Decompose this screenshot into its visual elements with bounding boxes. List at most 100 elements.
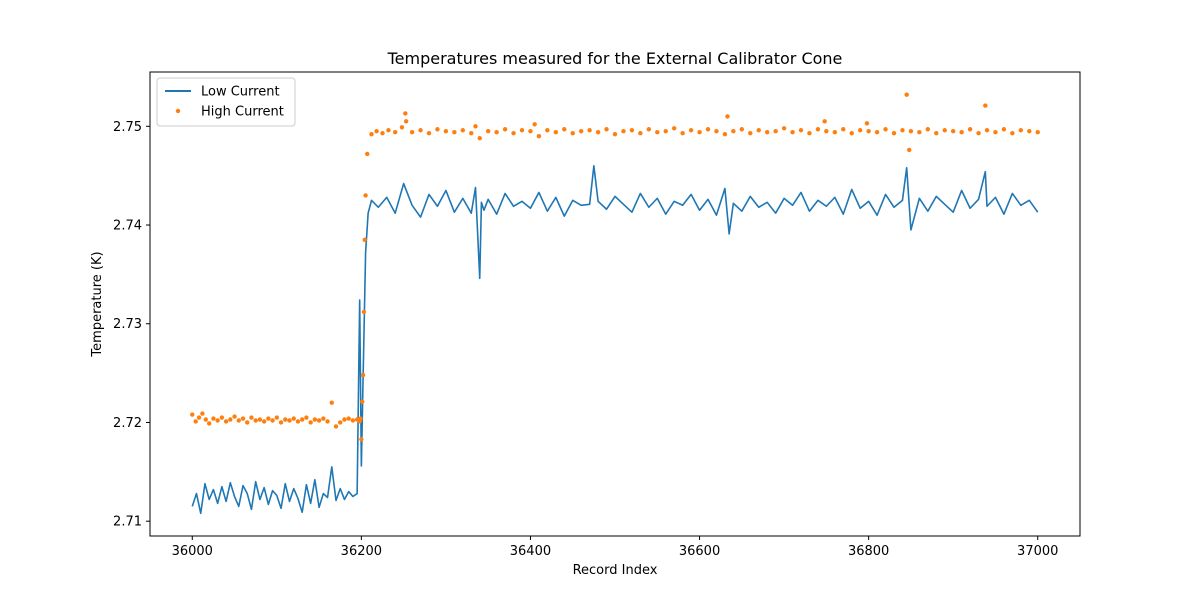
data-point	[321, 416, 326, 421]
y-tick-label: 2.73	[113, 317, 142, 332]
data-point	[270, 418, 275, 423]
data-point	[278, 420, 284, 425]
data-point	[374, 129, 379, 134]
data-point	[578, 129, 584, 134]
data-point	[883, 127, 888, 132]
data-point	[1018, 128, 1024, 133]
data-point	[485, 129, 491, 134]
data-point	[418, 128, 423, 133]
data-point	[477, 135, 482, 141]
data-point	[358, 416, 363, 421]
data-point	[409, 130, 415, 135]
x-axis: 36000 36200 36400 36600 36800 37000	[172, 536, 1058, 559]
data-point	[731, 129, 736, 134]
data-point	[1035, 130, 1040, 135]
data-point	[646, 127, 652, 132]
legend-box	[156, 77, 296, 127]
plot-frame	[149, 71, 1081, 537]
data-point	[528, 129, 533, 134]
data-point	[553, 130, 559, 135]
data-point	[460, 128, 466, 133]
data-point	[959, 130, 964, 135]
data-point	[206, 421, 212, 426]
data-point	[864, 121, 870, 126]
data-point	[452, 130, 457, 135]
data-point	[908, 129, 914, 134]
data-point	[907, 147, 912, 153]
data-point	[240, 416, 246, 421]
data-point	[671, 126, 677, 131]
data-point	[595, 130, 601, 135]
data-point	[1010, 131, 1015, 136]
data-point	[725, 114, 730, 119]
data-point	[403, 119, 409, 124]
data-point	[193, 419, 198, 424]
data-point	[781, 126, 787, 131]
data-point	[350, 418, 356, 423]
data-point	[519, 128, 525, 133]
data-point	[807, 131, 812, 136]
data-point	[473, 124, 478, 129]
data-point	[967, 127, 973, 132]
x-tick-label: 36400	[510, 544, 551, 559]
x-tick-label: 36800	[848, 544, 889, 559]
data-point	[942, 128, 947, 133]
legend: Low Current High Current	[156, 77, 296, 127]
series-line-low-current	[191, 164, 1039, 515]
data-point	[925, 127, 931, 132]
data-point	[211, 416, 216, 421]
data-point	[612, 132, 618, 137]
x-tick-label: 36000	[172, 544, 213, 559]
data-point	[245, 420, 250, 425]
data-point	[655, 130, 660, 135]
data-point	[346, 416, 351, 421]
data-point	[361, 309, 367, 315]
data-point	[257, 417, 263, 422]
data-point	[900, 128, 905, 133]
data-point	[287, 418, 292, 423]
data-point	[362, 237, 367, 243]
data-point	[266, 416, 271, 421]
data-point	[392, 130, 398, 135]
data-point	[621, 129, 626, 134]
data-point	[822, 119, 827, 124]
chart-title: Temperatures measured for the External C…	[387, 49, 843, 68]
series-points-high-current	[190, 92, 1040, 442]
data-point	[697, 130, 702, 135]
data-point	[756, 128, 761, 133]
data-point	[435, 127, 440, 132]
data-point	[502, 127, 508, 132]
data-point	[904, 92, 909, 97]
data-point	[545, 128, 550, 133]
data-point	[228, 417, 233, 422]
data-point	[469, 131, 474, 136]
data-point	[934, 131, 939, 136]
data-point	[993, 130, 998, 135]
data-point	[798, 128, 804, 133]
x-tick-label: 37000	[1017, 544, 1058, 559]
data-point	[976, 131, 981, 136]
data-point	[312, 417, 318, 422]
data-point	[680, 131, 685, 136]
data-point	[403, 111, 408, 116]
data-point	[1027, 129, 1032, 134]
data-point	[1001, 127, 1007, 132]
y-axis-label: Temperature (K)	[90, 251, 105, 357]
x-tick-label: 36200	[341, 544, 382, 559]
data-point	[329, 400, 334, 405]
data-point	[629, 128, 635, 133]
data-point	[688, 128, 694, 133]
data-point	[984, 128, 990, 133]
data-point	[360, 372, 366, 378]
y-tick-label: 2.75	[113, 120, 142, 135]
data-point	[369, 132, 374, 137]
data-point	[232, 414, 237, 419]
data-point	[494, 130, 499, 135]
data-point	[426, 131, 432, 136]
data-point	[304, 415, 309, 420]
data-point	[983, 103, 988, 108]
data-point	[950, 129, 956, 134]
data-point	[274, 415, 280, 420]
data-point	[316, 418, 322, 423]
